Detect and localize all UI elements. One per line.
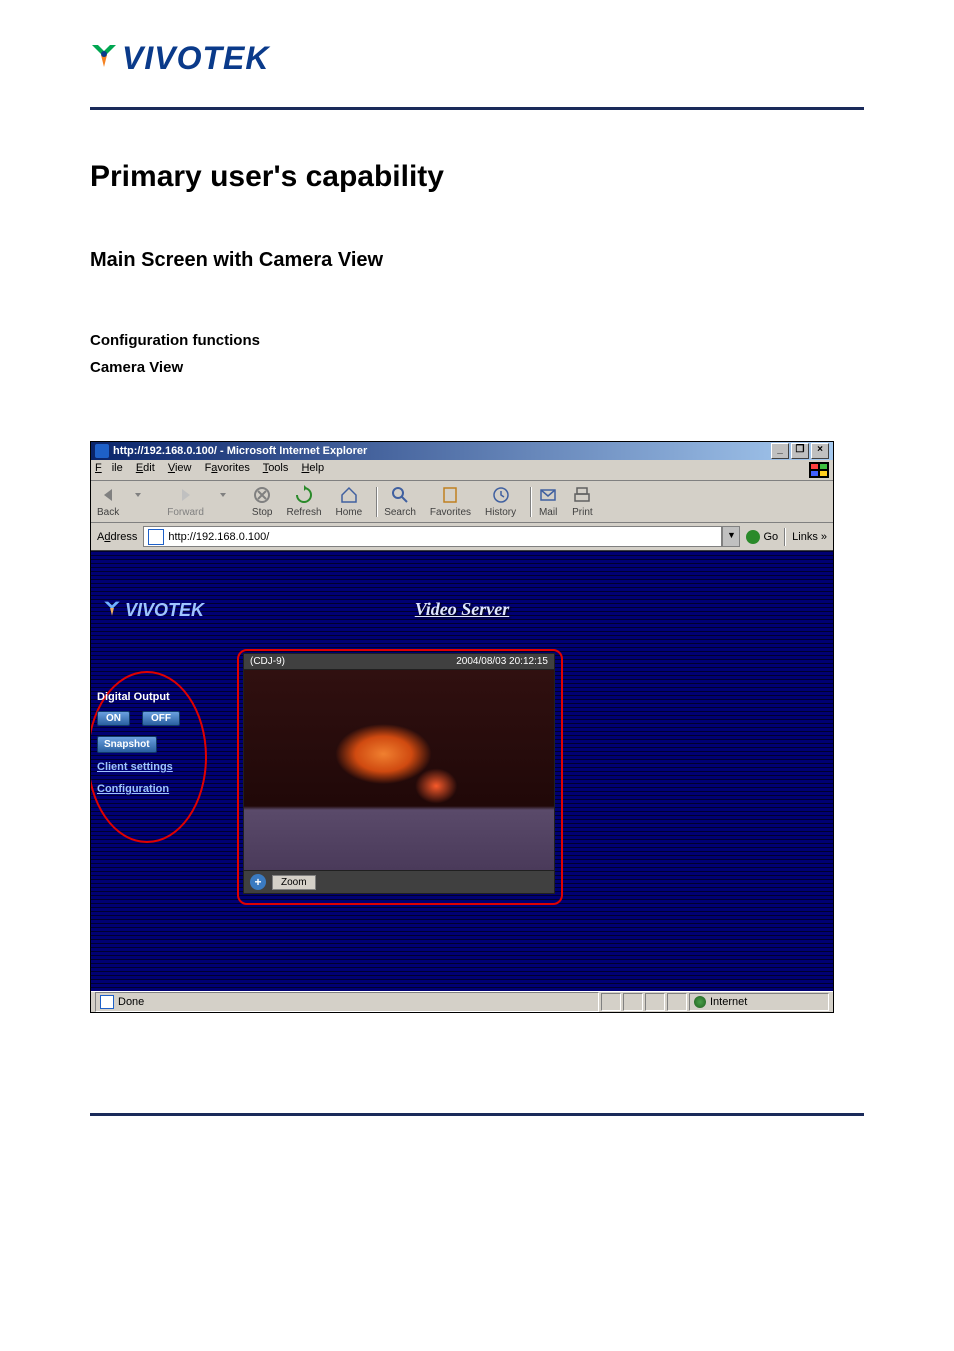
side-panel: Digital Output ON OFF Snapshot Client se… <box>91 681 233 815</box>
history-button[interactable]: History <box>485 485 516 518</box>
vivotek-y-icon <box>90 40 118 77</box>
internet-zone-icon <box>694 996 706 1008</box>
status-bar: Done Internet <box>91 991 833 1012</box>
go-button[interactable]: Go <box>746 530 778 544</box>
camera-view-area: (CDJ-9) 2004/08/03 20:12:15 + Zoom <box>243 653 555 894</box>
ie-icon <box>95 444 109 458</box>
refresh-icon <box>294 485 314 505</box>
video-header: (CDJ-9) 2004/08/03 20:12:15 <box>243 653 555 669</box>
snapshot-button[interactable]: Snapshot <box>97 736 157 753</box>
menu-help[interactable]: Help <box>301 462 324 474</box>
toolbar: Back Forward Stop <box>91 481 833 523</box>
configuration-link[interactable]: Configuration <box>97 783 227 795</box>
logo-text: VIVOTEK <box>122 40 269 77</box>
mail-icon <box>538 485 558 505</box>
digital-output-on-button[interactable]: ON <box>97 711 130 726</box>
forward-arrow-icon <box>176 485 196 505</box>
ie-screenshot: http://192.168.0.100/ - Microsoft Intern… <box>90 441 834 1013</box>
top-divider <box>90 107 864 110</box>
digital-output-off-button[interactable]: OFF <box>142 711 180 726</box>
toolbar-dropdown-icon[interactable] <box>133 485 153 518</box>
address-input[interactable]: http://192.168.0.100/ <box>143 526 722 547</box>
toolbar-separator2 <box>530 487 532 517</box>
address-value: http://192.168.0.100/ <box>168 531 269 543</box>
bottom-divider <box>90 1113 864 1116</box>
minimize-button[interactable]: _ <box>771 443 789 459</box>
client-settings-link[interactable]: Client settings <box>97 761 227 773</box>
home-button[interactable]: Home <box>336 485 363 518</box>
home-icon <box>339 485 359 505</box>
maximize-button[interactable]: ❐ <box>791 443 809 459</box>
video-header-left: (CDJ-9) <box>250 656 285 667</box>
page-logo: VIVOTEK <box>90 40 864 77</box>
search-icon <box>390 485 410 505</box>
status-cell <box>645 993 665 1011</box>
menu-bar: File Edit View Favorites Tools Help <box>91 460 833 481</box>
refresh-button[interactable]: Refresh <box>287 485 322 518</box>
status-doc-icon <box>100 995 114 1009</box>
menu-favorites[interactable]: Favorites <box>205 462 250 474</box>
menu-view[interactable]: View <box>168 462 192 474</box>
forward-button[interactable]: Forward <box>167 485 204 518</box>
history-icon <box>491 485 511 505</box>
menu-edit[interactable]: Edit <box>136 462 155 474</box>
close-button[interactable]: × <box>811 443 829 459</box>
video-timestamp: 2004/08/03 20:12:15 <box>456 656 548 667</box>
page-subtitle: Main Screen with Camera View <box>90 249 864 272</box>
search-button[interactable]: Search <box>384 485 416 518</box>
menu-tools[interactable]: Tools <box>263 462 289 474</box>
windows-flag-icon <box>809 462 829 478</box>
page-icon <box>148 529 164 545</box>
toolbar-dropdown2-icon[interactable] <box>218 485 238 518</box>
security-zone: Internet <box>689 993 829 1011</box>
video-frame <box>243 669 555 871</box>
stop-button[interactable]: Stop <box>252 485 273 518</box>
browser-viewport: VIVOTEK Video Server Digital Output ON O… <box>91 551 833 991</box>
section-camera-view: Camera View <box>90 354 864 381</box>
menu-file[interactable]: File <box>95 462 123 474</box>
stop-icon <box>252 485 272 505</box>
content-title: Video Server <box>91 599 833 620</box>
page-title: Primary user's capability <box>90 160 864 194</box>
favorites-icon <box>440 485 460 505</box>
links-label[interactable]: Links » <box>792 531 827 543</box>
zoom-plus-icon[interactable]: + <box>250 874 266 890</box>
print-icon <box>572 485 592 505</box>
toolbar-separator <box>376 487 378 517</box>
zoom-label[interactable]: Zoom <box>272 875 316 890</box>
status-done: Done <box>118 996 144 1008</box>
window-titlebar: http://192.168.0.100/ - Microsoft Intern… <box>91 442 833 460</box>
status-cell <box>601 993 621 1011</box>
status-cell <box>667 993 687 1011</box>
favorites-button[interactable]: Favorites <box>430 485 471 518</box>
address-bar: Address http://192.168.0.100/ ▼ Go Links… <box>91 523 833 551</box>
address-label: Address <box>97 531 137 543</box>
mail-button[interactable]: Mail <box>538 485 558 518</box>
status-cell <box>623 993 643 1011</box>
section-config-functions: Configuration functions <box>90 327 864 354</box>
digital-output-label: Digital Output <box>97 691 227 703</box>
go-icon <box>746 530 760 544</box>
window-title: http://192.168.0.100/ - Microsoft Intern… <box>113 445 367 457</box>
back-arrow-icon <box>98 485 118 505</box>
back-button[interactable]: Back <box>97 485 119 518</box>
address-dropdown-icon[interactable]: ▼ <box>722 526 740 547</box>
print-button[interactable]: Print <box>572 485 593 518</box>
zoom-control: + Zoom <box>243 871 555 894</box>
